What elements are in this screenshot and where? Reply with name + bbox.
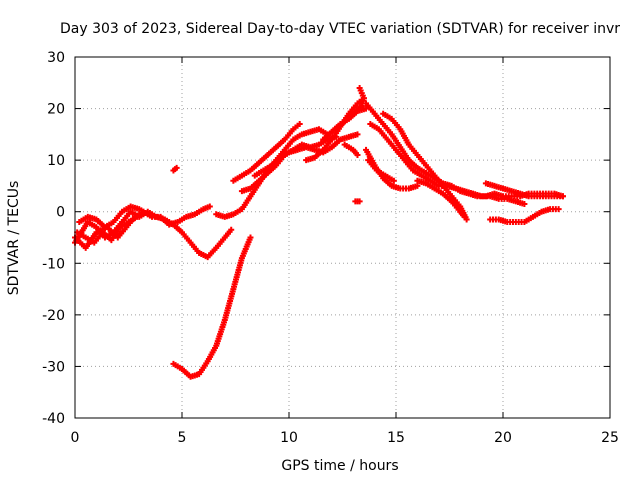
- series-track-5: [170, 164, 180, 174]
- y-tick-label: 30: [47, 50, 65, 66]
- chart-title: Day 303 of 2023, Sidereal Day-to-day VTE…: [60, 21, 620, 37]
- data-point: [521, 200, 528, 207]
- y-tick-label: -20: [42, 308, 65, 324]
- data-point: [354, 151, 361, 158]
- x-tick-label: 20: [494, 430, 512, 446]
- data-point: [356, 84, 363, 91]
- y-axis-label: SDTVAR / TECUs: [6, 181, 22, 296]
- grid-lines: [75, 57, 610, 418]
- series-track-20: [365, 157, 397, 184]
- data-point: [414, 182, 421, 189]
- y-tick-label: -40: [42, 411, 65, 427]
- series-track-17: [367, 121, 528, 207]
- series-track-22: [487, 206, 562, 226]
- series-track-3: [76, 203, 151, 231]
- x-axis-label: GPS time / hours: [281, 458, 398, 474]
- x-tick-label: 0: [71, 430, 80, 446]
- x-tick-label: 10: [280, 430, 298, 446]
- y-tick-label: 0: [56, 205, 65, 221]
- data-point: [134, 213, 141, 220]
- data-point: [356, 198, 363, 205]
- axis-ticks: [74, 56, 611, 419]
- data-point: [296, 121, 303, 128]
- data-point: [390, 177, 397, 184]
- tick-labels: 0 5 10 15 20 25 -40 -30 -20 -10 0 10 20 30: [42, 50, 619, 446]
- series-track-4: [74, 213, 141, 246]
- data-point: [206, 203, 213, 210]
- series-track-14: [341, 141, 361, 158]
- x-tick-label: 25: [601, 430, 619, 446]
- data-marks: [72, 84, 566, 380]
- y-tick-label: -10: [42, 256, 65, 272]
- data-point: [461, 213, 468, 220]
- x-tick-label: 15: [387, 430, 405, 446]
- series-track-13: [333, 84, 367, 133]
- series-track-7: [213, 126, 331, 220]
- y-tick-label: 20: [47, 102, 65, 118]
- data-point: [555, 206, 562, 213]
- y-tick-label: -30: [42, 359, 65, 375]
- series-track-23: [482, 180, 566, 200]
- data-point: [173, 164, 180, 171]
- data-point: [247, 234, 254, 241]
- y-tick-label: 10: [47, 153, 65, 169]
- series-track-21: [414, 177, 468, 220]
- series-track-6: [170, 234, 254, 380]
- data-point: [363, 105, 370, 112]
- series-track-8: [230, 121, 303, 184]
- plot-frame: [74, 56, 611, 419]
- data-point: [559, 193, 566, 200]
- data-point: [228, 226, 235, 233]
- x-tick-label: 5: [178, 430, 187, 446]
- data-point: [144, 211, 151, 218]
- series-track-15: [352, 198, 363, 205]
- data-point: [354, 131, 361, 138]
